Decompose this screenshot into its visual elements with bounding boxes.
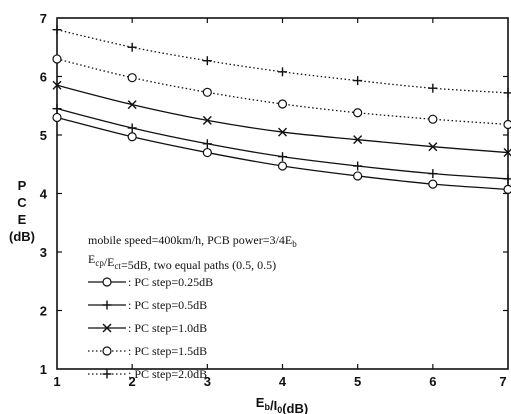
- data-point-plus: [428, 83, 438, 93]
- data-point-circle: [202, 147, 212, 158]
- data-point-plus: [52, 25, 62, 35]
- data-point-plus: [428, 169, 438, 179]
- data-point-x: [428, 142, 438, 152]
- data-point-plus: [353, 161, 363, 171]
- data-point-plus: [503, 174, 511, 184]
- x-tick-label: 4: [279, 374, 287, 389]
- x-tick-label: 6: [429, 374, 436, 389]
- legend-label-1: : PC step=0.25dB: [128, 275, 213, 289]
- y-tick-label: 1: [40, 362, 47, 377]
- data-point-plus: [202, 139, 212, 149]
- data-point-x: [353, 135, 363, 145]
- data-point-plus: [127, 123, 137, 133]
- data-point-circle: [102, 277, 112, 287]
- data-point-circle: [428, 179, 438, 189]
- y-tick-label: 2: [40, 304, 47, 319]
- data-point-x: [127, 100, 137, 110]
- series-line-5: [56, 29, 509, 94]
- y-tick-label: 3: [40, 245, 47, 260]
- y-axis-title-line-1: P: [18, 178, 27, 193]
- series-layer: [52, 25, 511, 195]
- x-tick-label: 1: [53, 374, 60, 389]
- tick-group: 1 2 3 4 5 6 7 1 2 3 4 5 6 7: [40, 11, 508, 389]
- data-point-x: [52, 80, 62, 90]
- data-point-circle: [52, 54, 62, 64]
- data-point-plus: [353, 76, 363, 86]
- data-point-circle: [202, 87, 212, 97]
- legend-label-4: : PC step=1.5dB: [128, 344, 207, 358]
- y-axis-title-line-3: E: [18, 212, 27, 227]
- data-point-plus: [278, 67, 287, 77]
- data-point-circle: [428, 114, 438, 124]
- data-point-circle: [353, 171, 363, 181]
- x-axis-title: Eb/I0(dB): [256, 395, 308, 414]
- legend: : PC step=0.25dB : PC step=0.5dB : PC step…: [88, 275, 213, 381]
- data-point-plus: [503, 88, 511, 98]
- y-tick-label: 7: [40, 11, 47, 26]
- data-point-circle: [503, 119, 511, 130]
- data-point-circle: [102, 346, 112, 356]
- data-point-x: [278, 127, 287, 137]
- data-point-plus: [52, 104, 62, 114]
- data-point-circle: [353, 108, 363, 118]
- y-axis-title-line-2: C: [17, 195, 27, 210]
- annotation-line-2: Ecp/Ect=5dB, two equal paths (0.5, 0.5): [88, 252, 276, 272]
- y-axis-title-line-4: (dB): [9, 229, 35, 244]
- x-tick-label: 5: [354, 374, 361, 389]
- data-point-plus: [278, 152, 287, 162]
- data-point-circle: [127, 132, 137, 142]
- annotation-line-1: mobile speed=400km/h, PCB power=3/4Eb: [88, 233, 297, 249]
- data-point-circle: [277, 161, 288, 171]
- data-point-circle: [52, 112, 62, 123]
- data-point-x: [202, 115, 212, 125]
- y-tick-label: 5: [40, 128, 47, 143]
- data-point-plus: [102, 369, 112, 379]
- data-point-circle: [127, 73, 137, 83]
- legend-label-3: : PC step=1.0dB: [128, 321, 207, 335]
- series-line-3: [56, 84, 509, 154]
- data-point-circle: [277, 99, 288, 109]
- y-tick-label: 6: [40, 70, 47, 85]
- x-tick-label: 7: [499, 374, 506, 389]
- data-point-plus: [127, 42, 137, 52]
- x-tick-label: 3: [204, 374, 211, 389]
- legend-label-2: : PC step=0.5dB: [128, 298, 207, 312]
- data-point-plus: [102, 300, 112, 310]
- data-point-plus: [202, 56, 212, 66]
- x-tick-label: 2: [129, 374, 136, 389]
- y-tick-label: 4: [40, 187, 48, 202]
- data-point-x: [102, 323, 112, 333]
- data-point-circle: [503, 184, 511, 195]
- legend-label-5: : PC step=2.0dB: [128, 367, 207, 381]
